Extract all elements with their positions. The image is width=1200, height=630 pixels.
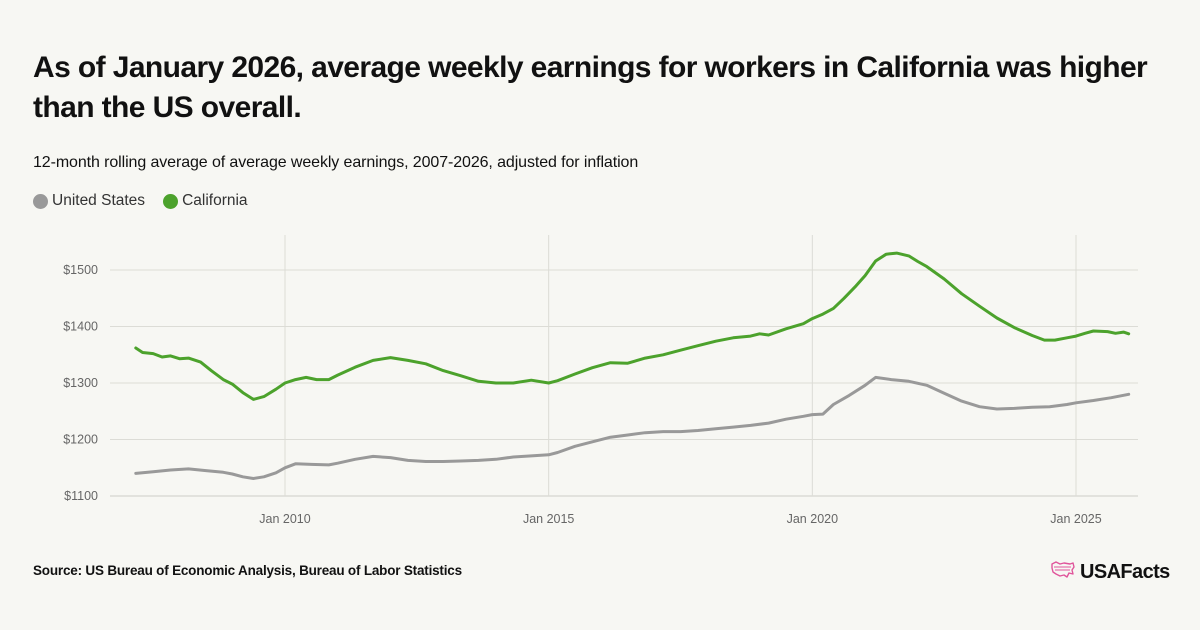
y-tick-label: $1100 bbox=[64, 489, 98, 503]
x-tick-label: Jan 2010 bbox=[259, 512, 310, 526]
legend-label-california: California bbox=[182, 192, 248, 209]
gridlines bbox=[110, 235, 1138, 497]
x-tick-label: Jan 2020 bbox=[787, 512, 838, 526]
legend-item-united-states[interactable]: United States bbox=[33, 192, 145, 210]
y-tick-label: $1200 bbox=[63, 433, 98, 447]
x-axis-ticks: Jan 2010 Jan 2015 Jan 2020 Jan 2025 bbox=[259, 512, 1101, 526]
us-map-icon bbox=[1050, 560, 1076, 585]
brand-name: USAFacts bbox=[1080, 561, 1170, 583]
series-line-united-states bbox=[134, 375, 1131, 480]
legend-swatch-united-states bbox=[33, 193, 48, 209]
series-line-california bbox=[134, 251, 1131, 401]
brand-logo[interactable]: USAFacts bbox=[1050, 560, 1170, 585]
x-tick-label: Jan 2025 bbox=[1050, 512, 1101, 526]
legend-item-california[interactable]: California bbox=[163, 192, 248, 210]
y-tick-label: $1400 bbox=[63, 320, 98, 334]
x-tick-label: Jan 2015 bbox=[523, 512, 574, 526]
legend: United States California bbox=[33, 192, 248, 210]
legend-label-united-states: United States bbox=[52, 192, 146, 209]
series-lines bbox=[134, 251, 1131, 480]
chart-title: As of January 2026, average weekly earni… bbox=[33, 51, 1148, 124]
source-note: Source: US Bureau of Economic Analysis, … bbox=[33, 563, 462, 578]
legend-swatch-california bbox=[163, 193, 179, 209]
y-axis-ticks: $1100 $1200 $1300 $1400 $1500 bbox=[63, 263, 98, 503]
y-tick-label: $1300 bbox=[63, 376, 98, 390]
chart-subtitle: 12-month rolling average of average week… bbox=[33, 154, 639, 171]
y-tick-label: $1500 bbox=[63, 263, 98, 277]
